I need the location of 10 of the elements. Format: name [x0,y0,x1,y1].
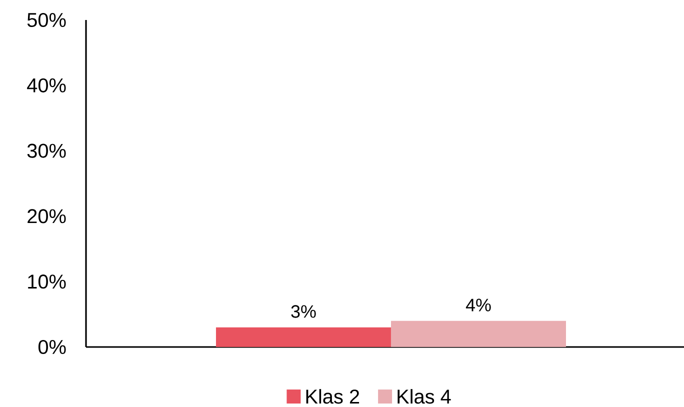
data-label: 4% [466,298,491,312]
y-tick-label: 30% [27,144,66,158]
y-tick-label: 20% [28,209,66,224]
y-tick-label: 0% [38,340,66,354]
y-tick-label: 50% [27,12,66,28]
legend-label: Klas 2 [306,389,360,404]
data-label: 3% [291,305,316,318]
legend-label: Klas 4 [398,389,451,404]
y-tick-label: 10% [28,274,66,289]
y-tick-label: 40% [27,78,66,92]
